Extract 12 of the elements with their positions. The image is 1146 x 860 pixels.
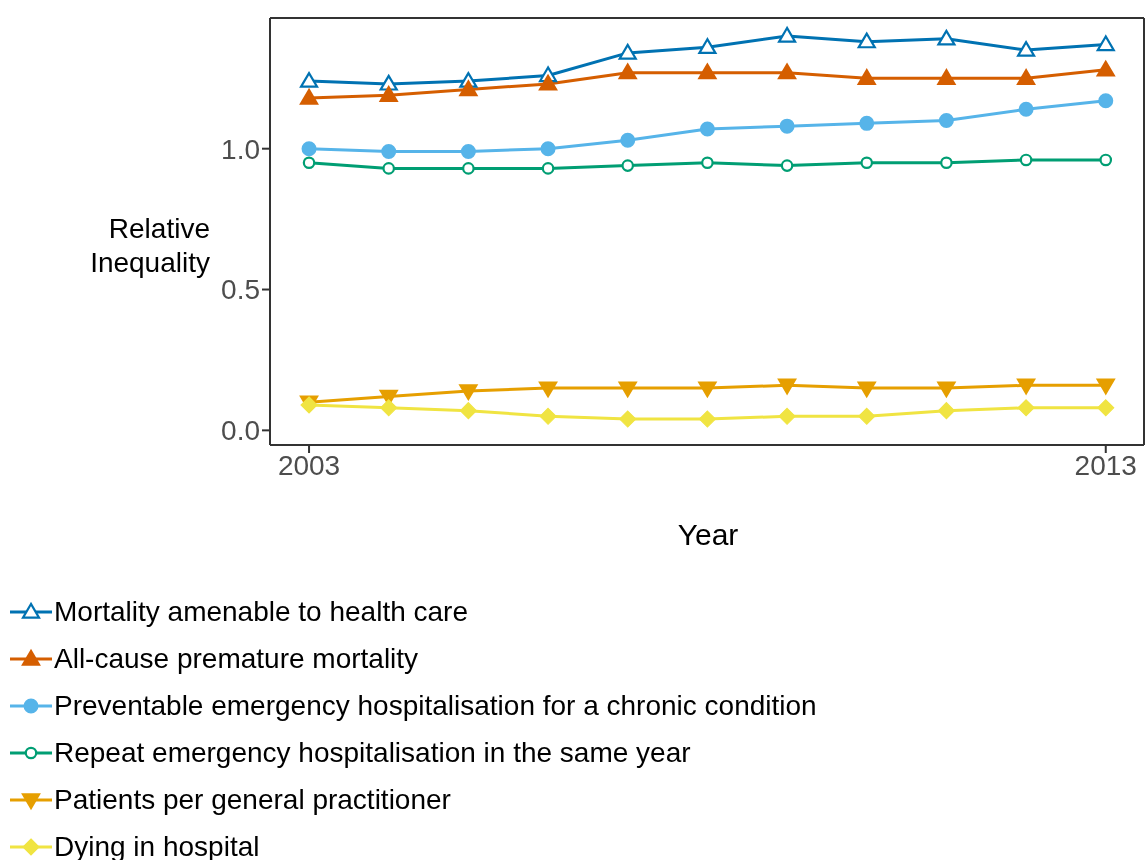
y-axis-title: Relative Inequality xyxy=(89,212,210,280)
x-tick-label: 2013 xyxy=(1074,449,1137,481)
y-tick-label: 1.0 xyxy=(221,133,260,165)
x-axis-title: Year xyxy=(676,518,740,552)
legend-label: Repeat emergency hospitalisation in the same year xyxy=(54,736,691,769)
y-tick-label: 0.0 xyxy=(221,415,260,447)
legend-label: All-cause premature mortality xyxy=(54,642,419,675)
x-tick-label: 2003 xyxy=(277,449,341,481)
legend-label: Preventable emergency hospitalisation for a chronic condition xyxy=(54,689,817,722)
legend-label: Mortality amenable to health care xyxy=(54,595,468,628)
legend-label: Patients per general practitioner xyxy=(54,783,451,816)
y-tick-label: 0.5 xyxy=(221,274,260,306)
